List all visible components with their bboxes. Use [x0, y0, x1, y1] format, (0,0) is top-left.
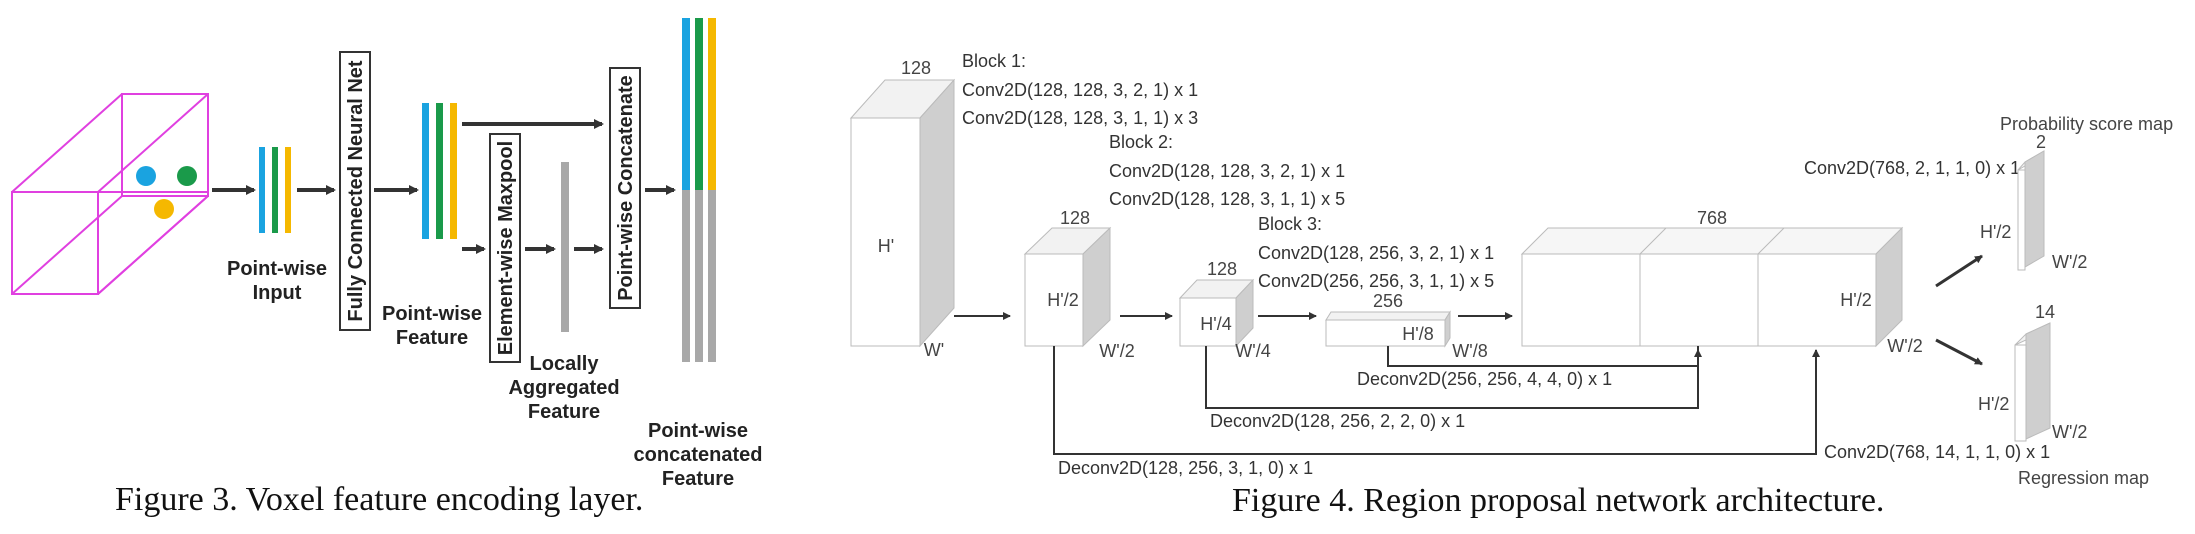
prob-head-block	[2017, 150, 2045, 271]
local-agg-label-3: Feature	[528, 401, 600, 423]
reg-head-width: W'/2	[2052, 422, 2087, 442]
block3-cube	[1325, 310, 1451, 348]
prob-head-height: H'/2	[1980, 222, 2011, 242]
deconv3-label: Deconv2D(128, 256, 3, 1, 0) x 1	[1058, 458, 1313, 478]
deconv3-connector	[1053, 346, 1820, 455]
block1-title: Block 1:	[962, 51, 1026, 71]
figure4-caption: Figure 4. Region proposal network archit…	[1232, 482, 1884, 519]
block3-height: H'/8	[1402, 324, 1433, 344]
concat-width: W'/2	[1887, 336, 1922, 356]
pointwise-feature-label-2: Feature	[396, 327, 468, 349]
figure3-caption: Figure 3. Voxel feature encoding layer.	[115, 481, 643, 518]
point-yellow	[154, 199, 174, 219]
block1-width: W'/2	[1099, 341, 1134, 361]
block3-title: Block 3:	[1258, 214, 1322, 234]
reg-head-height: H'/2	[1978, 394, 2009, 414]
input-width: W'	[924, 340, 944, 360]
pointwise-feature-label-1: Point-wise	[382, 303, 482, 325]
arrow-to-reg-head	[1935, 338, 1983, 366]
block3-op1: Conv2D(128, 256, 3, 2, 1) x 1	[1258, 243, 1494, 263]
arrow-to-prob-head	[1935, 254, 1983, 288]
pointwise-feature-bars	[422, 103, 457, 239]
voxel-cube	[11, 93, 209, 295]
concat-height: H'/2	[1840, 290, 1871, 310]
block2-cube	[1178, 278, 1255, 348]
reg-head-title: Regression map	[2018, 468, 2149, 488]
concat-block	[1520, 226, 1904, 348]
block2-title: Block 2:	[1109, 132, 1173, 152]
block1-channels: 128	[1060, 208, 1090, 228]
pointwise-input-label-2: Input	[253, 282, 302, 304]
prob-head-width: W'/2	[2052, 252, 2087, 272]
block1-op2: Conv2D(128, 128, 3, 1, 1) x 3	[962, 108, 1198, 128]
concat-box	[609, 67, 641, 309]
concat-channels: 768	[1697, 208, 1727, 228]
block2-height: H'/4	[1200, 314, 1231, 334]
fcn-box	[339, 51, 371, 331]
deconv2-connector	[1205, 346, 1699, 409]
concat-label: Point-wise Concatenate	[615, 75, 637, 301]
block2-op1: Conv2D(128, 128, 3, 2, 1) x 1	[1109, 161, 1345, 181]
block3-channels: 256	[1373, 291, 1403, 311]
local-agg-label-2: Aggregated	[508, 377, 619, 399]
figure4: 128 H' W' Block 1: Conv2D(128, 128, 3, 2…	[849, 51, 2173, 519]
prob-head-title: Probability score map	[2000, 114, 2173, 134]
point-blue	[136, 166, 156, 186]
prob-head-channels: 2	[2036, 132, 2046, 152]
concat-feature-label-3: Feature	[662, 468, 734, 490]
block1-cube	[1023, 226, 1112, 348]
figure3: Point-wise Input Fully Connected Neural …	[11, 18, 763, 518]
input-block	[849, 78, 956, 348]
pointwise-input-label-1: Point-wise	[227, 258, 327, 280]
input-channels: 128	[901, 58, 931, 78]
block1-height: H'/2	[1047, 290, 1078, 310]
aggregated-feature-bar	[561, 162, 569, 332]
fcn-label: Fully Connected Neural Net	[345, 60, 367, 321]
input-height: H'	[878, 236, 894, 256]
maxpool-box	[489, 133, 521, 363]
deconv2-label: Deconv2D(128, 256, 2, 2, 0) x 1	[1210, 411, 1465, 431]
block2-op2: Conv2D(128, 128, 3, 1, 1) x 5	[1109, 189, 1345, 209]
block3-width: W'/8	[1452, 341, 1487, 361]
prob-head-op: Conv2D(768, 2, 1, 1, 0) x 1	[1804, 158, 2020, 178]
deconv1-connector	[1387, 346, 1702, 367]
reg-head-block	[2014, 322, 2051, 442]
pointwise-input-bars	[259, 147, 291, 233]
concat-feature-label-2: concatenated	[634, 444, 763, 466]
block2-width: W'/4	[1235, 341, 1270, 361]
block1-op1: Conv2D(128, 128, 3, 2, 1) x 1	[962, 80, 1198, 100]
block3-op2: Conv2D(256, 256, 3, 1, 1) x 5	[1258, 271, 1494, 291]
reg-head-op: Conv2D(768, 14, 1, 1, 0) x 1	[1824, 442, 2050, 462]
reg-head-channels: 14	[2035, 302, 2055, 322]
concatenated-feature-bars	[682, 18, 716, 362]
concat-feature-label-1: Point-wise	[648, 420, 748, 442]
maxpool-label: Element-wise Maxpool	[495, 141, 517, 356]
deconv1-label: Deconv2D(256, 256, 4, 4, 0) x 1	[1357, 369, 1612, 389]
point-green	[177, 166, 197, 186]
local-agg-label-1: Locally	[530, 353, 600, 375]
block2-channels: 128	[1207, 259, 1237, 279]
